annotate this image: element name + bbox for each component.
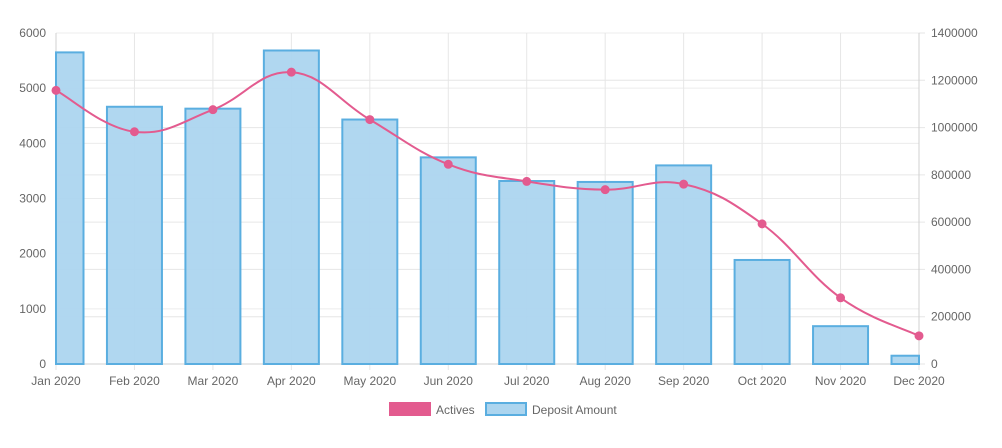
line-point (914, 331, 924, 341)
y-right-tick-label: 600000 (931, 215, 971, 229)
legend-swatch (389, 402, 431, 416)
bar (812, 325, 870, 365)
line-point (208, 105, 218, 115)
y-left-tick-label: 0 (39, 357, 46, 371)
y-left-tick-label: 4000 (19, 136, 46, 150)
bar (576, 180, 634, 365)
y-right-tick-label: 200000 (931, 310, 971, 324)
line-point (679, 179, 689, 189)
line-point (757, 219, 767, 229)
y-right-tick-label: 1400000 (931, 26, 978, 40)
x-tick-label: May 2020 (343, 374, 396, 388)
y-left-tick-label: 3000 (19, 192, 46, 206)
y-right-tick-label: 1200000 (931, 73, 978, 87)
legend-label: Deposit Amount (532, 403, 617, 417)
legend-label: Actives (436, 403, 475, 417)
y-right-tick-label: 0 (931, 357, 938, 371)
bar (890, 354, 920, 366)
line-series-actives (55, 71, 920, 337)
x-tick-label: Dec 2020 (893, 374, 945, 388)
y-right-tick-label: 400000 (931, 262, 971, 276)
legend-item: Actives (389, 402, 475, 417)
y-right-tick-label: 800000 (931, 168, 971, 182)
legend-swatch (485, 402, 527, 416)
line-point (836, 293, 846, 303)
y-left-tick-label: 5000 (19, 81, 46, 95)
legend-item: Deposit Amount (485, 402, 617, 417)
x-tick-label: Sep 2020 (658, 374, 710, 388)
x-tick-label: Oct 2020 (738, 374, 787, 388)
bar (419, 156, 477, 365)
x-tick-label: Mar 2020 (188, 374, 239, 388)
x-tick-label: Feb 2020 (109, 374, 160, 388)
line-point (600, 185, 610, 195)
bar (498, 180, 556, 365)
x-tick-label: Apr 2020 (267, 374, 316, 388)
y-right-tick-label: 1000000 (931, 121, 978, 135)
line-point (522, 176, 532, 186)
line-point (51, 85, 61, 95)
line-point (129, 127, 139, 137)
y-left-tick-label: 1000 (19, 302, 46, 316)
bar-series (55, 49, 920, 366)
x-tick-label: Nov 2020 (815, 374, 867, 388)
bar (105, 105, 163, 365)
y-left-tick-label: 6000 (19, 26, 46, 40)
line-point (443, 159, 453, 169)
bar (341, 118, 399, 366)
x-tick-label: Aug 2020 (579, 374, 631, 388)
y-left-tick-label: 2000 (19, 247, 46, 261)
bar (184, 107, 242, 365)
line-point (286, 67, 296, 77)
x-tick-label: Jul 2020 (504, 374, 550, 388)
x-tick-label: Jun 2020 (424, 374, 474, 388)
legend: Actives Deposit Amount (389, 402, 617, 417)
bar (55, 51, 85, 365)
line-point (365, 115, 375, 125)
bar (262, 49, 320, 365)
x-tick-label: Jan 2020 (31, 374, 81, 388)
bar (655, 164, 713, 365)
bar (733, 258, 791, 366)
